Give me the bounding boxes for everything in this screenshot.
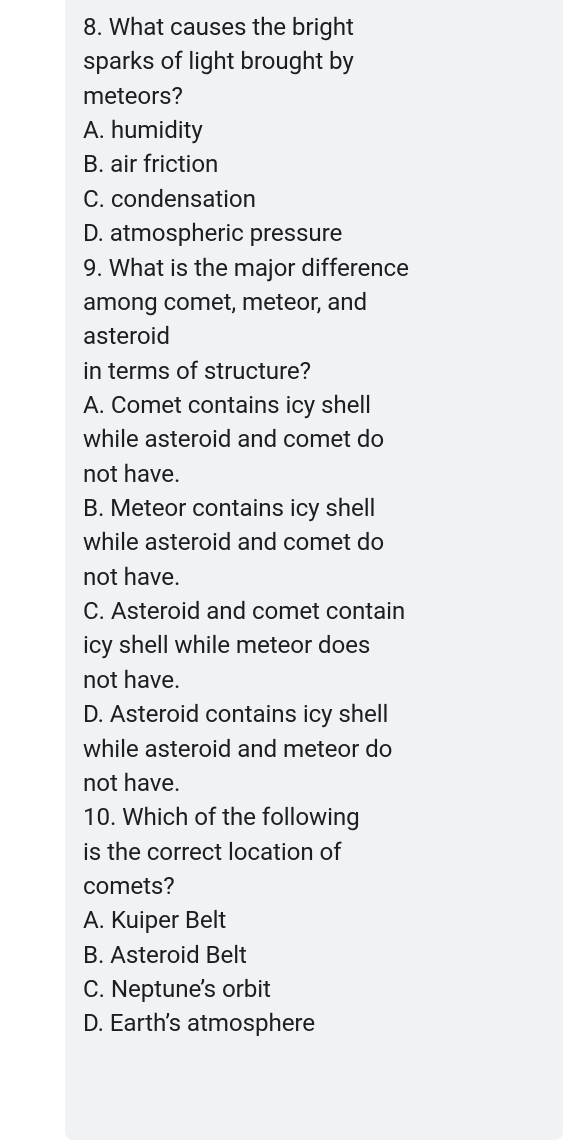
- text-line: meteors?: [83, 79, 545, 113]
- text-line: D. atmospheric pressure: [83, 216, 545, 250]
- text-line: C. Asteroid and comet contain: [83, 594, 545, 628]
- text-line: in terms of structure?: [83, 354, 545, 388]
- text-line: C. Neptune’s orbit: [83, 972, 545, 1006]
- quiz-text-panel: 8. What causes the bright sparks of ligh…: [65, 0, 563, 1140]
- text-line: among comet, meteor, and: [83, 285, 545, 319]
- text-line: not have.: [83, 457, 545, 491]
- text-line: A. humidity: [83, 113, 545, 147]
- text-line: 10. Which of the following: [83, 800, 545, 834]
- text-line: D. Asteroid contains icy shell: [83, 697, 545, 731]
- text-line: comets?: [83, 869, 545, 903]
- text-line: is the correct location of: [83, 835, 545, 869]
- text-line: icy shell while meteor does: [83, 628, 545, 662]
- text-line: D. Earth’s atmosphere: [83, 1006, 545, 1040]
- text-line: while asteroid and comet do: [83, 422, 545, 456]
- text-line: not have.: [83, 766, 545, 800]
- text-line: 9. What is the major difference: [83, 251, 545, 285]
- text-line: while asteroid and meteor do: [83, 732, 545, 766]
- text-line: asteroid: [83, 319, 545, 353]
- text-line: A. Kuiper Belt: [83, 903, 545, 937]
- text-line: sparks of light brought by: [83, 44, 545, 78]
- text-line: not have.: [83, 663, 545, 697]
- text-line: B. Asteroid Belt: [83, 938, 545, 972]
- text-line: not have.: [83, 560, 545, 594]
- text-line: C. condensation: [83, 182, 545, 216]
- text-line: B. air friction: [83, 147, 545, 181]
- text-line: A. Comet contains icy shell: [83, 388, 545, 422]
- text-line: 8. What causes the bright: [83, 10, 545, 44]
- text-line: while asteroid and comet do: [83, 525, 545, 559]
- text-line: B. Meteor contains icy shell: [83, 491, 545, 525]
- page-container: 8. What causes the bright sparks of ligh…: [0, 0, 577, 1140]
- left-margin: [0, 0, 65, 1140]
